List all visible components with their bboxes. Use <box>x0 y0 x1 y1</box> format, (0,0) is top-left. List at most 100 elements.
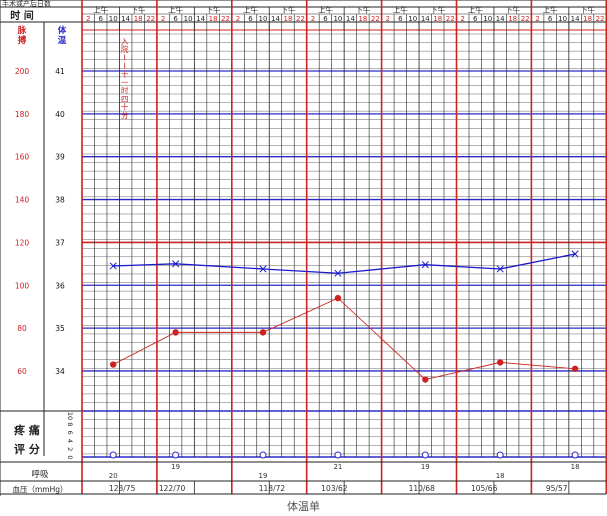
hour-label: 22 <box>521 15 530 23</box>
am-label: 上午 <box>168 5 183 15</box>
pulse-point <box>422 376 429 383</box>
hour-label: 6 <box>173 15 178 23</box>
pulse-axis-title: 搏 <box>18 35 27 46</box>
pulse-point <box>172 329 179 336</box>
pain-score-point <box>259 451 267 459</box>
bp-value: 103/62 <box>321 484 348 493</box>
bp-value: 105/66 <box>471 484 498 493</box>
temp-tick-label: 37 <box>55 238 65 247</box>
hour-label: 22 <box>146 15 155 23</box>
pain-score-point <box>172 451 180 459</box>
bp-label: 血压（mmHg） <box>12 484 67 494</box>
pm-label: 下午 <box>430 5 445 15</box>
pulse-axis-title: 脉 <box>17 25 27 36</box>
admission-annotation: 十 <box>121 69 129 79</box>
pulse-tick-label: 80 <box>17 324 27 333</box>
pulse-tick-label: 100 <box>15 281 30 290</box>
admission-annotation: 四 <box>121 94 129 103</box>
hour-label: 22 <box>371 15 380 23</box>
hour-label: 6 <box>248 15 253 23</box>
pulse-tick-label: 160 <box>15 153 30 162</box>
temperature-point <box>334 269 342 277</box>
temperature-point <box>109 262 117 270</box>
hour-label: 18 <box>134 15 143 23</box>
hour-label: 10 <box>184 15 193 23</box>
respiration-value: 19 <box>259 472 268 480</box>
pm-label: 下午 <box>280 5 295 15</box>
temp-axis-title: 体 <box>58 25 67 36</box>
hour-label: 22 <box>596 15 605 23</box>
hour-label: 10 <box>483 15 492 23</box>
admission-annotation: 时 <box>121 85 129 95</box>
temp-tick-label: 41 <box>55 67 65 76</box>
temp-axis-title: 温 <box>58 35 67 46</box>
header-corner-text: 手术或产后日数 <box>2 0 51 8</box>
pain-tick-label: 10 <box>66 412 74 420</box>
hour-label: 2 <box>461 15 465 23</box>
hour-label: 14 <box>571 15 580 23</box>
hour-label: 2 <box>86 15 90 23</box>
admission-annotation: 分 <box>121 111 129 120</box>
pain-tick-label: 8 <box>66 422 74 426</box>
respiration-value: 19 <box>171 463 180 471</box>
chart-series <box>109 250 579 459</box>
pulse-point <box>496 359 504 366</box>
pm-label: 下午 <box>355 5 370 15</box>
admission-annotation: 院 <box>121 44 129 54</box>
temperature-point <box>496 265 504 273</box>
chart-caption: 体温单 <box>287 500 320 513</box>
am-label: 上午 <box>543 5 558 15</box>
pulse-tick-label: 60 <box>17 367 27 376</box>
admission-annotation: 入 <box>121 37 129 46</box>
hour-label: 18 <box>583 15 592 23</box>
am-label: 上午 <box>468 5 483 15</box>
am-label: 上午 <box>243 5 258 15</box>
hour-label: 14 <box>346 15 355 23</box>
bp-value: 118/72 <box>259 484 286 493</box>
respiration-value: 21 <box>333 463 342 471</box>
hour-label: 2 <box>535 15 539 23</box>
hour-label: 14 <box>271 15 280 23</box>
hour-label: 10 <box>333 15 342 23</box>
hour-label: 18 <box>209 15 218 23</box>
pain-score-point <box>571 451 579 459</box>
hour-label: 2 <box>161 15 165 23</box>
am-label: 上午 <box>393 5 408 15</box>
admission-annotation: 一 <box>121 78 129 87</box>
pulse-tick-label: 140 <box>15 196 30 205</box>
hour-label: 6 <box>323 15 328 23</box>
hour-label: 6 <box>398 15 403 23</box>
bp-value: 122/70 <box>159 484 186 493</box>
pulse-point <box>259 329 267 336</box>
hour-label: 14 <box>421 15 430 23</box>
pain-tick-label: 2 <box>66 447 74 451</box>
pain-label: 评 分 <box>14 442 40 456</box>
pain-score-point <box>496 451 504 459</box>
am-label: 上午 <box>318 5 333 15</box>
respiration-value: 18 <box>571 463 580 471</box>
temp-tick-label: 40 <box>55 110 65 119</box>
hour-label: 14 <box>496 15 505 23</box>
pain-label: 疼 痛 <box>14 423 40 437</box>
hour-label: 10 <box>558 15 567 23</box>
hour-label: 10 <box>408 15 417 23</box>
time-label: 时 间 <box>10 9 33 22</box>
hour-label: 2 <box>236 15 240 23</box>
hour-label: 22 <box>221 15 230 23</box>
pain-tick-label: 0 <box>66 455 74 459</box>
hour-label: 18 <box>358 15 367 23</box>
hour-label: 6 <box>473 15 478 23</box>
respiration-label: 呼吸 <box>31 469 49 480</box>
temp-tick-label: 35 <box>55 324 65 333</box>
respiration-value: 19 <box>421 463 430 471</box>
pulse-point <box>571 365 579 373</box>
bp-value: 123/75 <box>109 484 136 493</box>
pm-label: 下午 <box>580 5 595 15</box>
respiration-value: 20 <box>109 472 118 480</box>
hour-label: 22 <box>296 15 305 23</box>
temperature-point <box>259 265 267 273</box>
pm-label: 下午 <box>206 5 221 15</box>
pulse-tick-label: 120 <box>15 238 30 247</box>
